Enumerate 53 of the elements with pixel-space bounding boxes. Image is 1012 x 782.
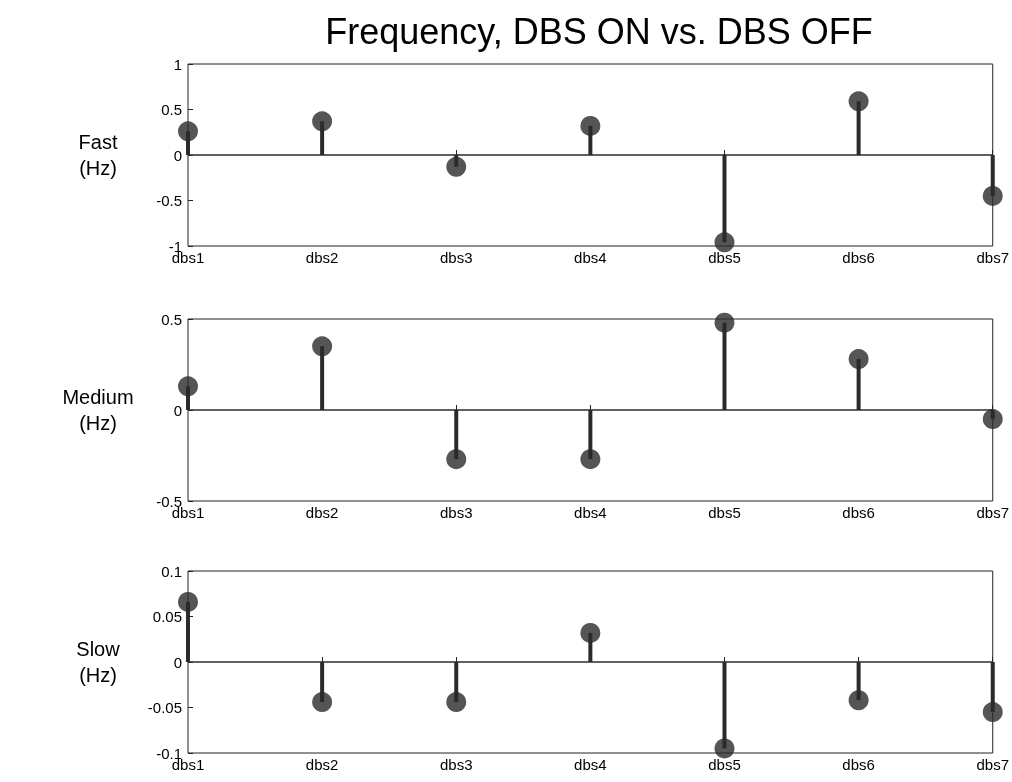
point	[714, 232, 735, 253]
x-tick-label: dbs3	[439, 756, 473, 773]
point	[580, 115, 601, 136]
y-tick-label: -0.5	[156, 192, 182, 209]
x-tick-label: dbs2	[305, 249, 339, 266]
y-tick-label: 0.5	[161, 101, 182, 118]
point	[446, 449, 467, 470]
point	[982, 185, 1003, 206]
y-axis-title: Fast (Hz)	[78, 131, 118, 179]
x-tick-label: dbs3	[439, 504, 473, 521]
x-tick-label: dbs7	[976, 249, 1009, 266]
x-tick-label: dbs2	[305, 756, 339, 773]
x-tick-label: dbs6	[842, 504, 875, 521]
y-tick-label: 0.1	[161, 562, 182, 580]
point	[848, 690, 869, 711]
x-tick-label: dbs4	[574, 249, 607, 266]
point	[848, 349, 869, 370]
point	[714, 738, 735, 759]
point	[848, 91, 869, 112]
y-tick-label: 0	[173, 401, 182, 419]
x-tick-label: dbs7	[976, 504, 1009, 521]
point	[982, 409, 1003, 430]
point	[312, 336, 333, 357]
x-tick-label: dbs5	[708, 504, 741, 521]
point	[982, 702, 1003, 723]
x-tick-label: dbs2	[305, 504, 339, 521]
point	[446, 156, 467, 177]
x-tick-label: dbs4	[574, 756, 607, 773]
point	[178, 376, 198, 397]
x-tick-label: dbs4	[574, 504, 607, 521]
y-tick-label: -0.05	[147, 699, 182, 716]
y-tick-label: 1	[173, 55, 182, 73]
point	[446, 692, 467, 713]
point	[580, 622, 601, 643]
point	[178, 121, 198, 142]
y-tick-label: 0	[173, 146, 182, 164]
y-tick-label: 0	[173, 653, 182, 671]
x-tick-label: dbs3	[439, 249, 473, 266]
x-tick-label: dbs6	[842, 756, 875, 773]
x-tick-label: dbs5	[708, 249, 741, 266]
x-tick-label: dbs6	[842, 249, 875, 266]
x-tick-label: dbs7	[976, 756, 1009, 773]
y-tick-label: 0.05	[152, 608, 182, 625]
y-axis-title: Slow (Hz)	[76, 638, 121, 686]
x-tick-label: dbs5	[708, 756, 741, 773]
point	[312, 111, 333, 132]
point	[178, 591, 198, 612]
chart-title: Frequency, DBS ON vs. DBS OFF	[325, 10, 873, 52]
y-axis-title: Medium (Hz)	[62, 386, 134, 434]
point	[580, 449, 601, 470]
y-tick-label: 0.5	[161, 310, 182, 328]
point	[312, 692, 333, 713]
point	[714, 312, 735, 333]
